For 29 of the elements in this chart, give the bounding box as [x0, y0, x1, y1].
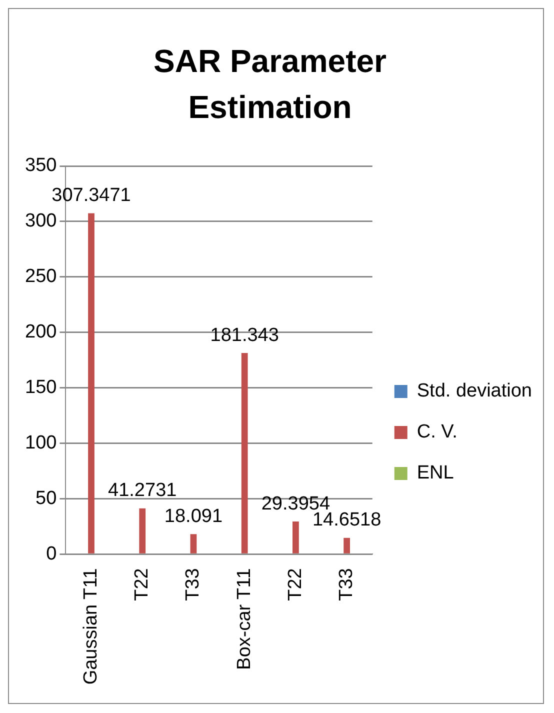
data-label: 181.343 — [210, 324, 279, 346]
y-tick-label: 150 — [25, 377, 57, 398]
legend-label: Std. deviation — [416, 380, 532, 402]
bar — [292, 522, 299, 554]
y-tick-label: 200 — [25, 322, 57, 343]
y-tick-label: 250 — [25, 266, 57, 288]
bar — [241, 353, 248, 554]
x-tick-label: Box-car T11 — [234, 568, 255, 670]
legend-label: ENL — [416, 462, 454, 484]
x-tick-label: T22 — [284, 568, 306, 601]
y-tick-label: 350 — [25, 155, 57, 176]
y-tick-label: 100 — [25, 432, 57, 454]
bar — [344, 538, 350, 554]
legend-label: C. V. — [416, 422, 458, 443]
y-tick-label: 50 — [36, 488, 57, 509]
y-tick-label: 300 — [25, 210, 57, 232]
data-label: 18.091 — [164, 506, 223, 527]
chart-title: SAR Parameter Estimation — [152, 42, 388, 127]
data-label: 14.6518 — [312, 510, 382, 531]
x-tick-label: T33 — [182, 568, 204, 601]
x-tick-label: T33 — [336, 568, 358, 601]
y-tick-label: 0 — [46, 543, 57, 564]
bar — [139, 508, 146, 554]
bar — [88, 213, 94, 554]
data-label: 41.2731 — [108, 480, 177, 502]
bar — [190, 534, 197, 554]
x-tick-label: T22 — [132, 568, 153, 601]
x-tick-label: Gaussian T11 — [80, 568, 102, 685]
data-label: 307.3471 — [52, 185, 131, 206]
